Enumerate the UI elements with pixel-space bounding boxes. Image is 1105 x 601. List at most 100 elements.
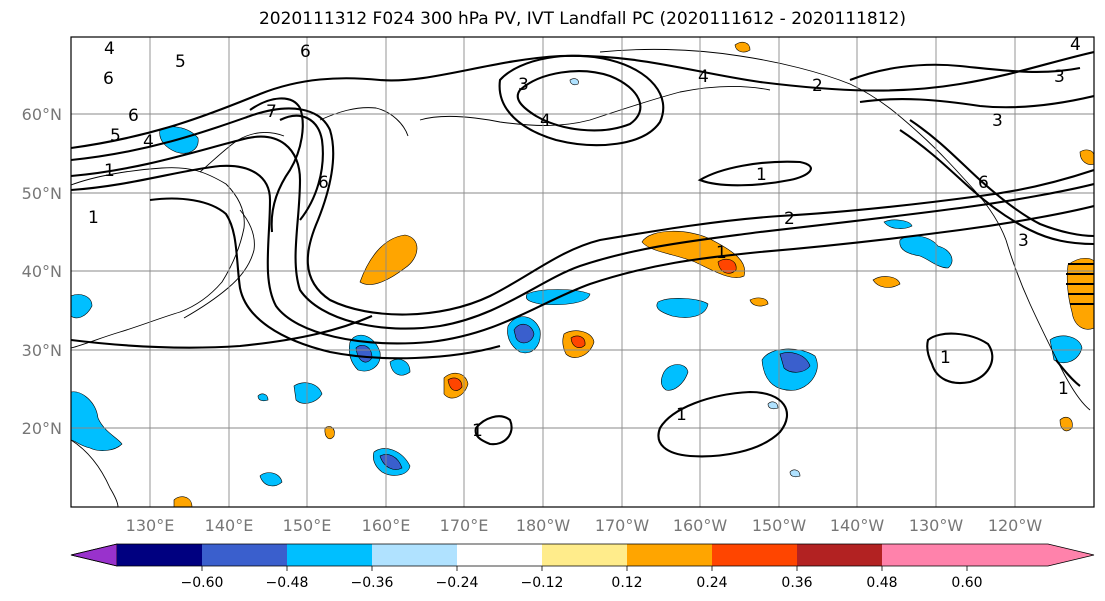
- positive-anomaly-patch: [1079, 149, 1094, 165]
- colorbar-tick-label: 0.24: [696, 575, 727, 591]
- positive-anomaly-patch: [324, 426, 335, 440]
- pv-contour-layer: [71, 50, 1094, 458]
- contour-label: 3: [992, 111, 1003, 131]
- lon-label: 130°W: [909, 516, 964, 535]
- contour-label: 4: [143, 132, 154, 152]
- lat-label: 50°N: [22, 184, 62, 203]
- colorbar-tick-label: −0.48: [266, 575, 309, 591]
- negative-anomaly-patch: [257, 393, 269, 402]
- graticule: [71, 37, 1094, 507]
- negative-anomaly-patch: [71, 391, 123, 451]
- colorbar-segment: [627, 544, 712, 566]
- colorbar-segment: [542, 544, 627, 566]
- lon-label: 140°W: [830, 516, 885, 535]
- lon-label: 180°W: [516, 516, 571, 535]
- colorbar-outline: [70, 543, 1095, 567]
- negative-anomaly-patch: [779, 352, 811, 373]
- colorbar-segment: [372, 544, 457, 566]
- negative-anomaly-patch: [259, 472, 283, 487]
- contour-label: 1: [472, 421, 483, 441]
- colorbar-tick-label: −0.60: [181, 575, 224, 591]
- colorbar-tick-label: −0.24: [436, 575, 479, 591]
- colorbar-segment: [117, 544, 202, 566]
- lon-label: 130°E: [126, 516, 175, 535]
- southeast-asia-coastline: [71, 439, 119, 507]
- positive-anomaly-patch: [173, 496, 193, 507]
- map-plot-area: [71, 37, 1094, 507]
- coastline-layer: [71, 48, 1091, 507]
- negative-anomaly-patch: [71, 294, 93, 319]
- negative-anomaly-patch: [656, 298, 709, 318]
- contour-label: 6: [300, 42, 311, 62]
- colorbar-segment: [712, 544, 797, 566]
- positive-anomaly-patch: [749, 297, 769, 307]
- contour-label: 2: [812, 76, 823, 96]
- positive-anomaly-patch: [717, 258, 737, 274]
- contour-label: 5: [175, 52, 186, 72]
- lon-label: 170°W: [595, 516, 650, 535]
- longitude-axis: 130°E 140°E 150°E 160°E 170°E 180°W 170°…: [126, 516, 1043, 535]
- map-frame: [70, 36, 1095, 508]
- contour-label: 3: [1018, 231, 1029, 251]
- contour-label: 1: [756, 165, 767, 185]
- north-america-west-coastline: [1005, 239, 1091, 411]
- positive-anomaly-patch: [447, 377, 463, 391]
- latitude-axis: 60°N 50°N 40°N 30°N 20°N: [22, 105, 62, 438]
- negative-anomaly-patch: [789, 469, 801, 478]
- positive-anomaly-patch: [734, 41, 751, 53]
- contour-label-layer: 4 5 6 6 5 4 1 1 7 6 6 3 4 2 1 2 3 6 3 4 …: [88, 35, 1081, 441]
- contour-label: 6: [318, 173, 329, 193]
- negative-anomaly-patch: [767, 401, 779, 410]
- colorbar-segment: [457, 544, 542, 566]
- contour-label: 4: [1070, 35, 1081, 55]
- negative-anomaly-patch: [293, 382, 323, 404]
- negative-anomaly-patch: [899, 235, 953, 269]
- lon-label: 160°W: [673, 516, 728, 535]
- colorbar-segment: [797, 544, 882, 566]
- contour-label: 6: [978, 173, 989, 193]
- colorbar-tick-label: 0.36: [781, 575, 812, 591]
- lon-label: 140°E: [205, 516, 254, 535]
- lon-label: 160°E: [362, 516, 411, 535]
- contour-label: 3: [1054, 67, 1065, 87]
- contour-label: 4: [540, 111, 551, 131]
- aleutian-coastline: [419, 85, 771, 126]
- contour-label: 3: [518, 75, 529, 95]
- colorbar-left-extension: [70, 543, 118, 567]
- contour-label: 1: [1058, 379, 1069, 399]
- contour-label: 4: [698, 67, 709, 87]
- lon-label: 150°E: [283, 516, 332, 535]
- lon-label: 150°W: [752, 516, 807, 535]
- contour-label: 1: [88, 208, 99, 228]
- lat-label: 60°N: [22, 105, 62, 124]
- negative-anomaly-patch: [883, 219, 913, 229]
- negative-anomaly-patch: [379, 454, 403, 470]
- colorbar-tick-label: −0.36: [351, 575, 394, 591]
- negative-anomaly-patch: [660, 364, 689, 391]
- map-title: 2020111312 F024 300 hPa PV, IVT Landfall…: [258, 9, 906, 29]
- contour-label: 7: [266, 102, 277, 122]
- contour-label: 4: [104, 39, 115, 59]
- colorbar-tick-label: −0.12: [521, 575, 564, 591]
- colorbar-tick-label: 0.12: [611, 575, 642, 591]
- negative-anomaly-patch: [569, 78, 579, 86]
- contour-label: 1: [104, 161, 115, 181]
- lat-label: 30°N: [22, 341, 62, 360]
- contour-label: 2: [784, 209, 795, 229]
- contour-label: 1: [940, 348, 951, 368]
- asia-coastline: [71, 167, 245, 349]
- contour-label: 6: [128, 106, 139, 126]
- colorbar-segment: [882, 544, 967, 566]
- negative-anomaly-patch: [389, 359, 411, 376]
- negative-anomaly-patch: [1049, 335, 1083, 363]
- lat-label: 20°N: [22, 419, 62, 438]
- lon-label: 170°E: [440, 516, 489, 535]
- positive-anomaly-patch: [359, 234, 418, 285]
- colorbar-right-extension: [967, 544, 1094, 566]
- contour-label: 1: [716, 243, 727, 263]
- positive-anomaly-patch: [872, 276, 901, 288]
- colorbar: −0.60 −0.48 −0.36 −0.24 −0.12 0.12 0.24 …: [70, 543, 1095, 591]
- colorbar-tick-label: 0.48: [866, 575, 897, 591]
- contour-label: 1: [676, 405, 687, 425]
